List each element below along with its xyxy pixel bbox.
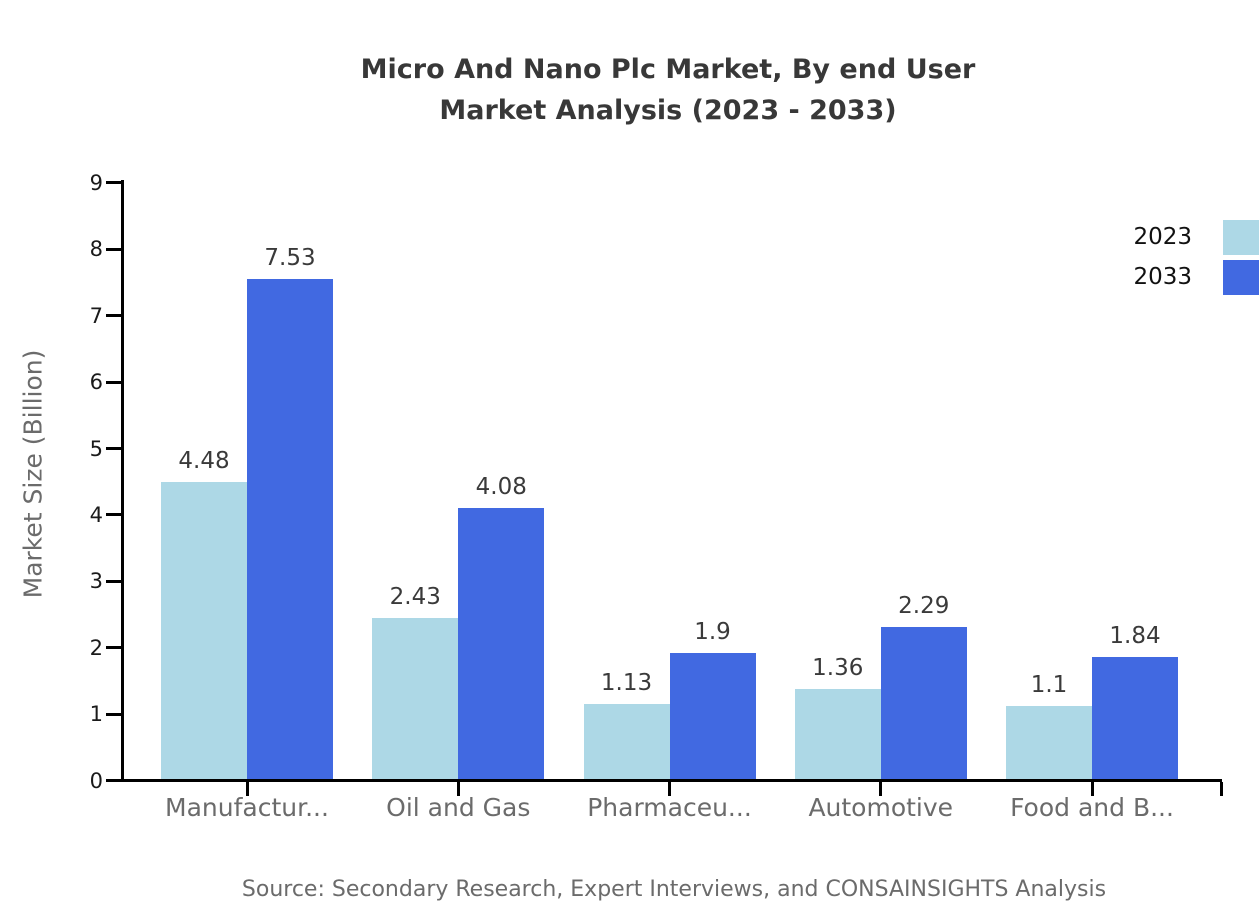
bar-2023 bbox=[1006, 705, 1092, 779]
legend-swatch bbox=[1223, 220, 1259, 255]
legend-label: 2023 bbox=[1133, 224, 1192, 250]
category-label: Food and B... bbox=[1010, 793, 1174, 822]
y-axis-line bbox=[121, 180, 124, 782]
bar-2033 bbox=[880, 626, 967, 779]
legend-label: 2033 bbox=[1133, 264, 1192, 290]
bar-value-label: 1.36 bbox=[812, 654, 864, 681]
legend-swatch bbox=[1223, 260, 1259, 295]
y-axis-tick bbox=[106, 247, 121, 251]
bar-2033 bbox=[247, 279, 333, 779]
legend-item: 2033 bbox=[1090, 260, 1260, 295]
legend-item: 2023 bbox=[1090, 220, 1260, 255]
y-axis-tick-label: 5 bbox=[89, 436, 103, 461]
chart-title-line-2: Market Analysis (2023 - 2033) bbox=[439, 95, 897, 126]
bar-value-label: 1.84 bbox=[1109, 622, 1161, 649]
x-axis-tick bbox=[1090, 782, 1094, 796]
source-note: Source: Secondary Research, Expert Inter… bbox=[241, 877, 1107, 902]
y-axis-tick bbox=[106, 314, 121, 318]
x-axis-line bbox=[121, 779, 1222, 782]
x-axis-end-tick bbox=[1219, 782, 1223, 796]
bar-2023 bbox=[583, 703, 670, 779]
x-axis-tick bbox=[879, 782, 883, 796]
chart-title: Micro And Nano Plc Market, By end User M… bbox=[68, 49, 1260, 131]
bar-2033 bbox=[669, 652, 756, 779]
y-axis-tick bbox=[106, 712, 121, 716]
y-axis-tick-label: 0 bbox=[89, 768, 103, 793]
chart-title-line-1: Micro And Nano Plc Market, By end User bbox=[360, 54, 976, 85]
category-label: Oil and Gas bbox=[386, 793, 531, 822]
y-axis-tick bbox=[106, 513, 121, 517]
bar-value-label: 1.1 bbox=[1030, 671, 1068, 698]
y-axis-tick bbox=[106, 779, 121, 782]
bar-value-label: 4.08 bbox=[475, 474, 527, 501]
category-label: Manufactur... bbox=[165, 793, 329, 822]
bar-value-label: 1.13 bbox=[600, 669, 653, 696]
bar-2023 bbox=[161, 481, 247, 779]
y-axis-tick-label: 8 bbox=[89, 237, 103, 262]
y-axis-tick bbox=[106, 380, 121, 384]
y-axis-tick-label: 4 bbox=[89, 502, 103, 527]
bar-2023 bbox=[794, 688, 881, 779]
category-label: Automotive bbox=[808, 793, 954, 822]
y-axis-tick bbox=[106, 579, 121, 583]
y-axis-tick-label: 3 bbox=[89, 569, 103, 594]
y-axis-tick-label: 7 bbox=[89, 303, 103, 328]
x-axis-tick bbox=[668, 782, 671, 796]
y-axis-tick-label: 1 bbox=[89, 702, 103, 727]
y-axis-tick-label: 9 bbox=[89, 170, 103, 195]
bar-value-label: 1.9 bbox=[694, 618, 731, 645]
y-axis-tick bbox=[106, 447, 121, 450]
bar-2023 bbox=[372, 617, 459, 779]
bar-2033 bbox=[1092, 656, 1178, 779]
bar-value-label: 7.53 bbox=[264, 245, 316, 271]
bar-value-label: 2.43 bbox=[389, 583, 441, 610]
y-axis-tick-label: 2 bbox=[89, 635, 103, 660]
bar-value-label: 2.29 bbox=[898, 592, 950, 619]
bar-2033 bbox=[458, 508, 545, 779]
y-axis-tick bbox=[106, 646, 121, 650]
bar-value-label: 4.48 bbox=[178, 447, 230, 474]
legend: 2023 2033 bbox=[1090, 220, 1260, 300]
category-label: Pharmaceu... bbox=[587, 793, 752, 822]
y-axis-tick bbox=[106, 181, 121, 185]
y-axis-tick-label: 6 bbox=[89, 370, 103, 395]
x-axis-tick bbox=[456, 782, 460, 796]
x-axis-tick bbox=[245, 782, 249, 796]
